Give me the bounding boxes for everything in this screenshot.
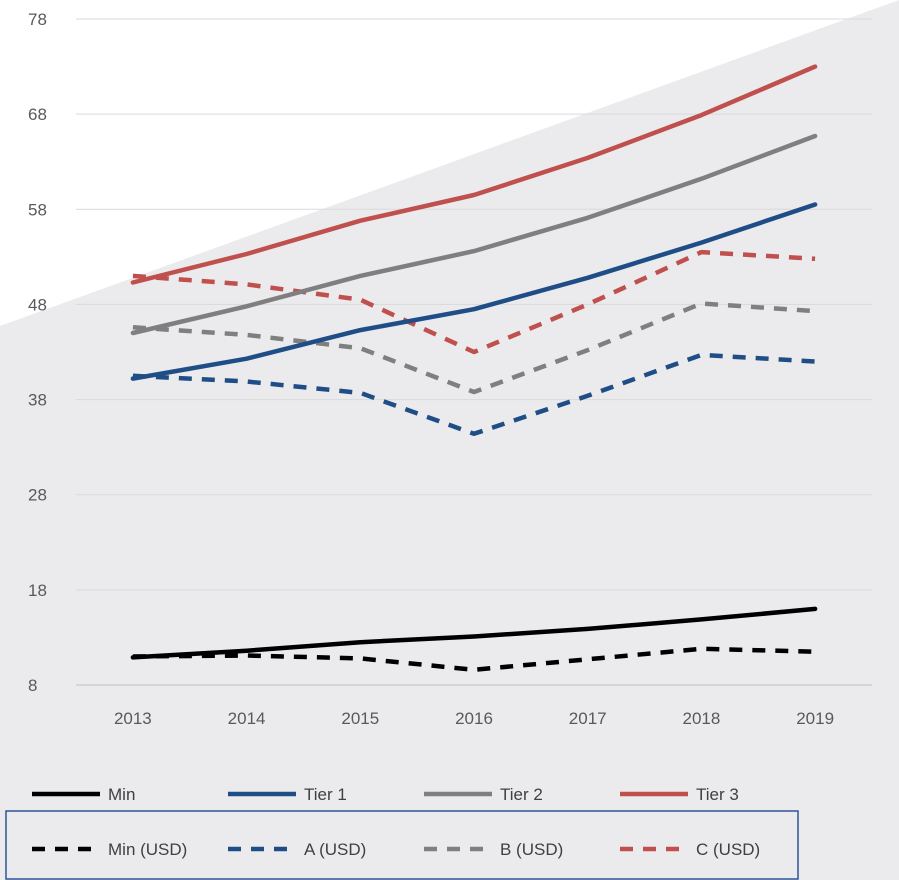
series-line-a-usd bbox=[132, 352, 816, 437]
legend-label: Tier 2 bbox=[500, 785, 543, 804]
x-axis-ticks: 2013 2014 2015 2016 2017 2018 2019 bbox=[114, 709, 834, 728]
x-tick-label: 2013 bbox=[114, 709, 152, 728]
y-axis-ticks: 78 68 58 48 38 28 18 8 bbox=[28, 10, 47, 695]
y-tick-label: 58 bbox=[28, 200, 47, 219]
legend-label: Tier 3 bbox=[696, 785, 739, 804]
series-line-tier-1 bbox=[130, 202, 818, 381]
legend-label: A (USD) bbox=[304, 840, 366, 859]
legend-label: Min (USD) bbox=[108, 840, 187, 859]
grid-lines bbox=[76, 18, 872, 686]
y-tick-label: 18 bbox=[28, 581, 47, 600]
series-line-b-usd bbox=[132, 301, 816, 395]
y-tick-label: 28 bbox=[28, 486, 47, 505]
series-line-tier-2 bbox=[130, 133, 818, 336]
legend: Min Tier 1 Tier 2 Tier 3 Min (USD) A (USD) B (… bbox=[32, 785, 760, 859]
x-tick-label: 2017 bbox=[569, 709, 607, 728]
legend-label: C (USD) bbox=[696, 840, 760, 859]
y-tick-label: 68 bbox=[28, 105, 47, 124]
y-tick-label: 8 bbox=[28, 676, 37, 695]
series-line-c-usd bbox=[132, 249, 816, 355]
x-tick-label: 2019 bbox=[796, 709, 834, 728]
x-tick-label: 2015 bbox=[341, 709, 379, 728]
y-tick-label: 78 bbox=[28, 10, 47, 29]
x-tick-label: 2016 bbox=[455, 709, 493, 728]
legend-box bbox=[5, 810, 799, 880]
y-tick-label: 48 bbox=[28, 295, 47, 314]
legend-label: Min bbox=[108, 785, 135, 804]
series-lines bbox=[130, 64, 818, 673]
series-line-tier-3 bbox=[130, 64, 818, 285]
legend-label: B (USD) bbox=[500, 840, 563, 859]
y-tick-label: 38 bbox=[28, 391, 47, 410]
x-tick-label: 2014 bbox=[228, 709, 266, 728]
legend-label: Tier 1 bbox=[304, 785, 347, 804]
series-line-min bbox=[130, 606, 818, 660]
x-tick-label: 2018 bbox=[683, 709, 721, 728]
